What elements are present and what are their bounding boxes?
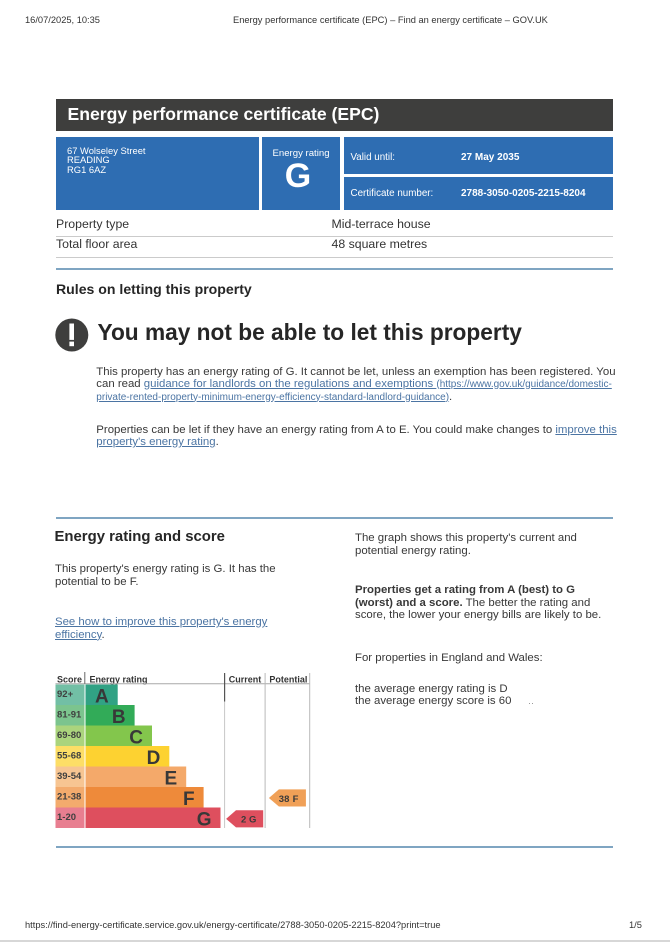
svg-text:69-80: 69-80 <box>57 730 81 741</box>
svg-text:55-68: 55-68 <box>57 750 81 761</box>
svg-text:F: F <box>293 794 299 805</box>
svg-text:Potential: Potential <box>269 675 307 685</box>
svg-text:C: C <box>129 728 143 749</box>
svg-text:Energy rating: Energy rating <box>90 675 148 685</box>
svg-text:2: 2 <box>241 815 246 826</box>
svg-text:Score: Score <box>57 675 82 685</box>
svg-text:81-91: 81-91 <box>57 709 82 720</box>
svg-text:G: G <box>249 815 256 826</box>
svg-text:Current: Current <box>229 675 262 685</box>
svg-text:38: 38 <box>279 794 290 805</box>
svg-text:1-20: 1-20 <box>57 812 76 823</box>
svg-text:92+: 92+ <box>57 689 74 700</box>
svg-text:G: G <box>197 810 212 831</box>
svg-text:D: D <box>147 748 161 769</box>
svg-text:21-38: 21-38 <box>57 791 81 802</box>
svg-text:A: A <box>95 687 109 708</box>
svg-text:39-54: 39-54 <box>57 771 82 782</box>
svg-text:B: B <box>112 707 126 728</box>
svg-text:F: F <box>183 789 195 810</box>
svg-text:E: E <box>165 769 178 790</box>
